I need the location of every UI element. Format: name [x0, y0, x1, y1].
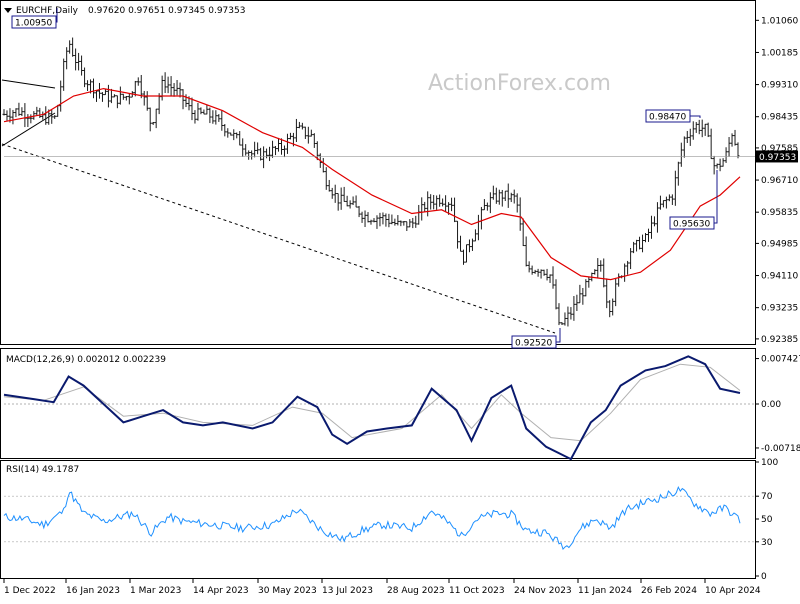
price-series-group [2, 37, 740, 327]
current-price-label: 0.97353 [759, 153, 796, 163]
moving-average-line [3, 87, 741, 281]
annotation-leader [714, 170, 718, 224]
price-tick-label: 0.97585 [761, 144, 798, 154]
time-tick-label: 11 Jan 2024 [578, 586, 632, 596]
annotation-label: 0.95630 [673, 220, 710, 230]
price-tick-label: 1.01060 [761, 16, 798, 26]
time-tick-label: 11 Oct 2023 [449, 586, 505, 596]
time-tick-label: 24 Nov 2023 [514, 586, 572, 596]
time-tick-label: 26 Feb 2024 [641, 586, 697, 596]
rsi-tick-label: 100 [761, 458, 778, 468]
collapse-triangle-icon[interactable] [4, 8, 12, 13]
macd-line [3, 355, 741, 461]
price-tick-label: 0.95835 [761, 208, 798, 218]
macd-label: MACD(12,26,9) 0.002012 0.002239 [6, 355, 166, 365]
time-tick-label: 1 Dec 2022 [4, 586, 56, 596]
annotation-leader [690, 115, 701, 118]
price-tick-label: 0.99310 [761, 81, 798, 91]
macd-tick-label: -0.007186 [761, 444, 800, 454]
current-price-badge [756, 150, 798, 163]
rsi-tick-label: 0 [761, 572, 767, 582]
time-tick-label: 28 Aug 2023 [387, 586, 445, 596]
moving-average-group [3, 87, 741, 281]
rsi-label: RSI(14) 49.1787 [6, 465, 79, 475]
time-tick-label: 1 Mar 2023 [130, 586, 181, 596]
macd-signal-line [3, 363, 741, 442]
time-tick-label: 14 Apr 2023 [193, 586, 249, 596]
time-axis: 1 Dec 2022 16 Jan 2023 1 Mar 2023 14 Apr 20… [3, 578, 761, 596]
rsi-line [3, 485, 741, 551]
annotation-label: 0.92520 [515, 339, 552, 349]
price-tick-label: 0.94985 [761, 239, 798, 249]
price-tick-label: 0.94110 [761, 272, 798, 282]
price-tick-label: 0.96710 [761, 176, 798, 186]
price-tick-label: 0.93235 [761, 304, 798, 314]
macd-tick-label: 0.00 [761, 400, 781, 410]
rsi-tick-label: 70 [761, 492, 773, 502]
time-tick-label: 13 Jul 2023 [322, 586, 373, 596]
price-panel [0, 0, 756, 345]
time-tick-label: 10 Apr 2024 [705, 586, 761, 596]
symbol-label: EURCHF,Daily [16, 6, 79, 16]
macd-tick-label: 0.007427 [761, 355, 800, 365]
price-axis: 1.01060 1.00185 0.99310 0.98435 0.97585 0.967… [4, 16, 798, 345]
annotation-leader [556, 328, 561, 343]
time-tick-label: 16 Jan 2023 [66, 586, 120, 596]
annotation-leader [56, 8, 58, 23]
annotation-label: 1.00950 [15, 19, 52, 29]
rsi-group: 100 70 50 30 0 [3, 458, 778, 582]
dashed-trendline [1, 143, 556, 334]
rsi-tick-label: 50 [761, 515, 773, 525]
macd-panel [0, 348, 756, 459]
price-tick-label: 0.98435 [761, 113, 798, 123]
price-tick-label: 0.92385 [761, 335, 798, 345]
annotations-group: 1.00950 0.98470 0.95630 0.92520 [11, 8, 718, 349]
time-tick-label: 30 May 2023 [258, 586, 317, 596]
triangle-upper-line [1, 79, 56, 89]
macd-group: 0.007427 0.00 -0.007186 [3, 355, 800, 461]
rsi-panel [0, 460, 756, 579]
annotation-label: 0.98470 [649, 113, 686, 123]
ohlc-label: 0.97620 0.97651 0.97345 0.97353 [88, 6, 245, 16]
watermark: ActionForex.com [428, 71, 611, 96]
price-tick-label: 1.00185 [761, 48, 798, 58]
rsi-tick-label: 30 [761, 538, 773, 548]
